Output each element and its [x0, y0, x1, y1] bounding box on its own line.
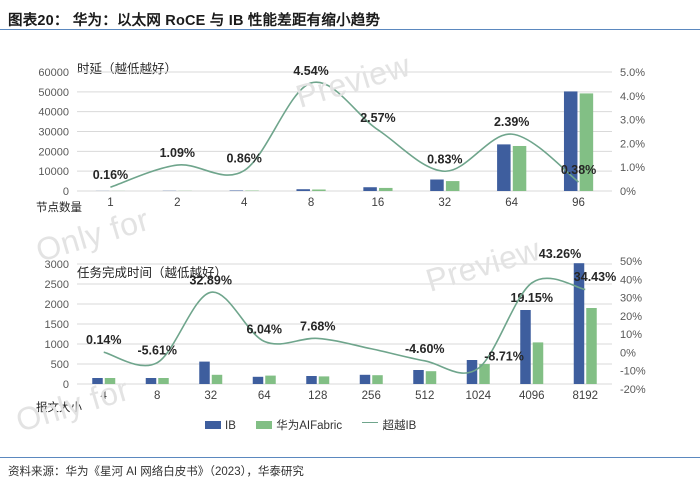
svg-text:1024: 1024 — [465, 390, 491, 402]
svg-text:50%: 50% — [620, 256, 642, 268]
svg-text:2000: 2000 — [45, 299, 69, 311]
svg-text:128: 128 — [308, 390, 327, 402]
svg-text:0.14%: 0.14% — [86, 333, 121, 347]
svg-text:40%: 40% — [620, 274, 642, 286]
svg-text:0: 0 — [63, 379, 69, 391]
svg-text:1000: 1000 — [45, 339, 69, 351]
svg-text:1500: 1500 — [45, 319, 69, 331]
svg-text:-8.71%: -8.71% — [484, 349, 524, 363]
svg-text:32: 32 — [204, 390, 217, 402]
svg-text:-5.61%: -5.61% — [137, 344, 177, 358]
svg-text:512: 512 — [415, 390, 434, 402]
svg-text:4096: 4096 — [519, 390, 545, 402]
svg-text:20%: 20% — [620, 311, 642, 323]
svg-text:2500: 2500 — [45, 279, 69, 291]
svg-text:7.68%: 7.68% — [300, 319, 335, 333]
svg-text:6.04%: 6.04% — [247, 322, 282, 336]
svg-text:3000: 3000 — [45, 259, 69, 271]
svg-text:256: 256 — [362, 390, 381, 402]
svg-text:-10%: -10% — [620, 366, 646, 378]
svg-text:8: 8 — [154, 390, 160, 402]
svg-text:10%: 10% — [620, 329, 642, 341]
svg-text:500: 500 — [51, 359, 69, 371]
svg-text:0%: 0% — [620, 347, 636, 359]
svg-text:8192: 8192 — [572, 390, 598, 402]
svg-text:30%: 30% — [620, 293, 642, 305]
svg-text:4: 4 — [101, 390, 108, 402]
svg-text:-20%: -20% — [620, 384, 646, 396]
svg-text:-4.60%: -4.60% — [405, 342, 445, 356]
svg-text:43.26%: 43.26% — [539, 247, 581, 261]
svg-text:34.43%: 34.43% — [574, 270, 616, 284]
svg-text:64: 64 — [258, 390, 271, 402]
svg-text:32.89%: 32.89% — [190, 273, 232, 287]
